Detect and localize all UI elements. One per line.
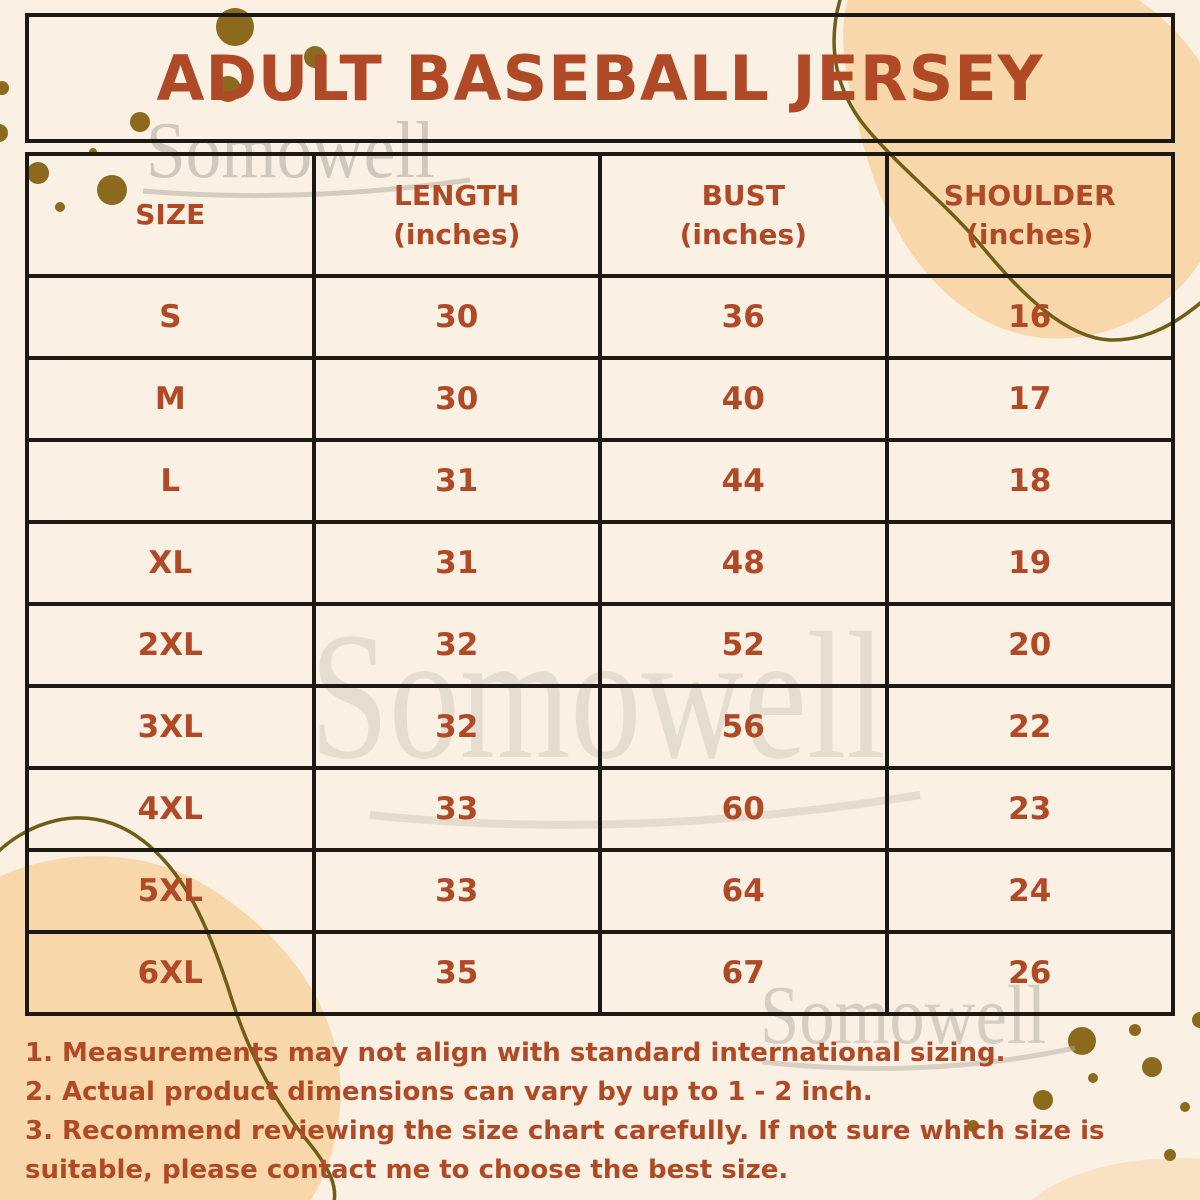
size-chart-table: SIZE LENGTH (inches) BUST (inches) SHOUL… xyxy=(25,152,1175,1016)
cell-length: 32 xyxy=(311,684,602,770)
cell-shoulder: 22 xyxy=(884,684,1175,770)
cell-size: 6XL xyxy=(25,930,316,1016)
paint-dot xyxy=(0,81,9,95)
cell-bust: 60 xyxy=(598,766,889,852)
paint-dot xyxy=(1142,1057,1162,1077)
cell-length: 31 xyxy=(311,520,602,606)
cell-bust: 44 xyxy=(598,438,889,524)
cell-bust: 52 xyxy=(598,602,889,688)
header-bust-label: BUST xyxy=(701,178,785,212)
header-shoulder: SHOULDER (inches) xyxy=(884,152,1175,278)
cell-shoulder: 18 xyxy=(884,438,1175,524)
table-row: XL 31 48 19 xyxy=(25,520,1175,606)
cell-size: L xyxy=(25,438,316,524)
note-line-1: 1. Measurements may not align with stand… xyxy=(25,1038,1006,1068)
table-header-row: SIZE LENGTH (inches) BUST (inches) SHOUL… xyxy=(25,152,1175,278)
header-shoulder-unit: (inches) xyxy=(966,218,1094,251)
header-length: LENGTH (inches) xyxy=(311,152,602,278)
table-row: 4XL 33 60 23 xyxy=(25,766,1175,852)
page-title: ADULT BASEBALL JERSEY xyxy=(156,41,1044,115)
table-row: S 30 36 16 xyxy=(25,274,1175,360)
cell-length: 32 xyxy=(311,602,602,688)
cell-bust: 67 xyxy=(598,930,889,1016)
paint-dot xyxy=(1033,1090,1053,1110)
header-size-label: SIZE xyxy=(135,198,206,232)
note-line-3: 3. Recommend reviewing the size chart ca… xyxy=(25,1116,1105,1185)
table-row: 5XL 33 64 24 xyxy=(25,848,1175,934)
header-bust-unit: (inches) xyxy=(679,218,807,251)
cell-shoulder: 24 xyxy=(884,848,1175,934)
blob-bottom-right xyxy=(1031,1158,1200,1200)
table-row: 2XL 32 52 20 xyxy=(25,602,1175,688)
cell-bust: 56 xyxy=(598,684,889,770)
cell-size: 5XL xyxy=(25,848,316,934)
table-row: L 31 44 18 xyxy=(25,438,1175,524)
table-row: M 30 40 17 xyxy=(25,356,1175,442)
paint-dot xyxy=(1164,1149,1176,1161)
cell-size: 2XL xyxy=(25,602,316,688)
cell-shoulder: 19 xyxy=(884,520,1175,606)
table-row: 6XL 35 67 26 xyxy=(25,930,1175,1016)
paint-dot xyxy=(304,46,326,68)
cell-length: 33 xyxy=(311,848,602,934)
cell-bust: 48 xyxy=(598,520,889,606)
title-box: ADULT BASEBALL JERSEY xyxy=(25,13,1175,143)
cell-size: XL xyxy=(25,520,316,606)
header-length-label: LENGTH xyxy=(394,178,520,212)
note-line-2: 2. Actual product dimensions can vary by… xyxy=(25,1077,873,1107)
cell-size: 4XL xyxy=(25,766,316,852)
header-size: SIZE xyxy=(25,152,316,278)
cell-length: 35 xyxy=(311,930,602,1016)
cell-bust: 40 xyxy=(598,356,889,442)
cell-shoulder: 20 xyxy=(884,602,1175,688)
cell-length: 33 xyxy=(311,766,602,852)
header-shoulder-label: SHOULDER xyxy=(943,178,1116,212)
cell-length: 31 xyxy=(311,438,602,524)
cell-bust: 64 xyxy=(598,848,889,934)
paint-dot xyxy=(0,124,8,142)
paint-dot xyxy=(1129,1024,1141,1036)
cell-shoulder: 17 xyxy=(884,356,1175,442)
cell-length: 30 xyxy=(311,274,602,360)
cell-length: 30 xyxy=(311,356,602,442)
cell-size: S xyxy=(25,274,316,360)
header-bust: BUST (inches) xyxy=(598,152,889,278)
watermark-swoosh-bottom xyxy=(761,1045,1076,1071)
cell-size: M xyxy=(25,356,316,442)
cell-shoulder: 16 xyxy=(884,274,1175,360)
paint-dot xyxy=(1180,1102,1190,1112)
paint-dot xyxy=(215,76,241,102)
cell-shoulder: 26 xyxy=(884,930,1175,1016)
paint-dot xyxy=(216,8,254,46)
header-length-unit: (inches) xyxy=(393,218,521,251)
cell-bust: 36 xyxy=(598,274,889,360)
cell-shoulder: 23 xyxy=(884,766,1175,852)
cell-size: 3XL xyxy=(25,684,316,770)
paint-dot xyxy=(1088,1073,1098,1083)
paint-dot xyxy=(130,112,150,132)
paint-dot xyxy=(1192,1012,1200,1028)
paint-dot xyxy=(967,1120,979,1132)
notes: 1. Measurements may not align with stand… xyxy=(25,1034,1175,1190)
table-row: 3XL 32 56 22 xyxy=(25,684,1175,770)
